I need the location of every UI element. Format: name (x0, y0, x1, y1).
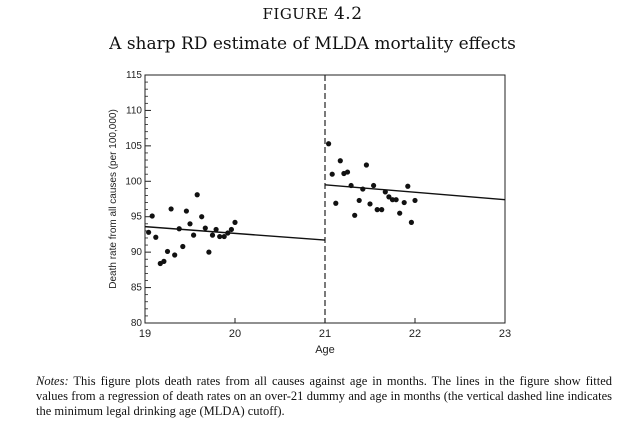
data-point (360, 186, 366, 192)
x-tick-label: 19 (139, 328, 151, 340)
data-point (225, 230, 231, 236)
x-tick-label: 20 (229, 328, 241, 340)
y-tick-label: 85 (131, 283, 143, 294)
data-point (412, 197, 418, 204)
data-point (146, 229, 152, 235)
x-tick-label: 22 (409, 328, 421, 340)
fit-line-below-21 (144, 225, 326, 241)
y-tick-label: 95 (131, 212, 143, 223)
y-tick-label: 90 (131, 247, 143, 258)
data-point (367, 201, 373, 207)
data-point (149, 213, 155, 219)
data-point (180, 243, 186, 250)
data-point (389, 197, 396, 203)
data-point (352, 212, 358, 218)
data-point (379, 207, 385, 213)
fit-line-above-21 (324, 184, 506, 201)
data-point (217, 233, 223, 240)
data-point (161, 258, 167, 264)
data-point (329, 171, 335, 177)
notes-prefix: Notes: (36, 374, 69, 388)
data-point (228, 226, 234, 233)
data-point (408, 219, 414, 225)
y-tick-label: 115 (126, 70, 142, 81)
y-tick-label: 105 (125, 141, 142, 152)
y-tick-label: 110 (126, 105, 142, 116)
data-point (386, 194, 392, 200)
data-point (232, 219, 238, 225)
data-point (213, 226, 219, 233)
data-point (164, 248, 171, 255)
data-point (374, 207, 380, 213)
data-point (153, 234, 159, 240)
x-tick-label: 23 (499, 328, 511, 340)
data-point (172, 252, 178, 258)
data-point (401, 199, 407, 206)
data-point (209, 232, 216, 238)
data-point (183, 208, 189, 214)
data-point (382, 189, 388, 195)
notes-text: This figure plots death rates from all c… (36, 374, 612, 418)
data-point (176, 226, 182, 232)
x-tick-label: 21 (319, 328, 331, 340)
data-point (191, 232, 197, 238)
figure-label-number: 4.2 (333, 4, 363, 24)
y-axis-label: Death rate from all causes (per 100,000) (108, 109, 119, 289)
figure-label-word: FIGURE (262, 5, 329, 23)
data-point (356, 197, 362, 204)
data-point (221, 233, 227, 240)
data-point (363, 162, 369, 168)
data-point (187, 221, 193, 227)
data-point (348, 182, 354, 189)
data-point (168, 206, 174, 212)
data-point (393, 197, 399, 203)
data-point (326, 141, 332, 147)
chart-title: A sharp RD estimate of MLDA mortality ef… (109, 34, 516, 54)
data-point (202, 225, 208, 231)
y-tick-label: 80 (131, 318, 143, 329)
data-point (199, 214, 205, 220)
figure-label: FIGURE 4.2 (0, 4, 625, 24)
data-point (344, 169, 351, 175)
scatter-chart: 80 85 90 95 100 105 110 115 19 20 21 22 23 Age Death r… (108, 70, 511, 356)
figure-notes: Notes: This figure plots death rates fro… (36, 374, 612, 419)
data-point (337, 158, 343, 164)
data-point (405, 183, 411, 189)
data-point (206, 249, 212, 255)
data-point (333, 200, 339, 206)
y-tick-label: 100 (125, 176, 142, 187)
data-point (397, 210, 403, 216)
x-axis-label: Age (315, 344, 335, 356)
data-point (371, 182, 377, 189)
data-point (194, 192, 200, 198)
